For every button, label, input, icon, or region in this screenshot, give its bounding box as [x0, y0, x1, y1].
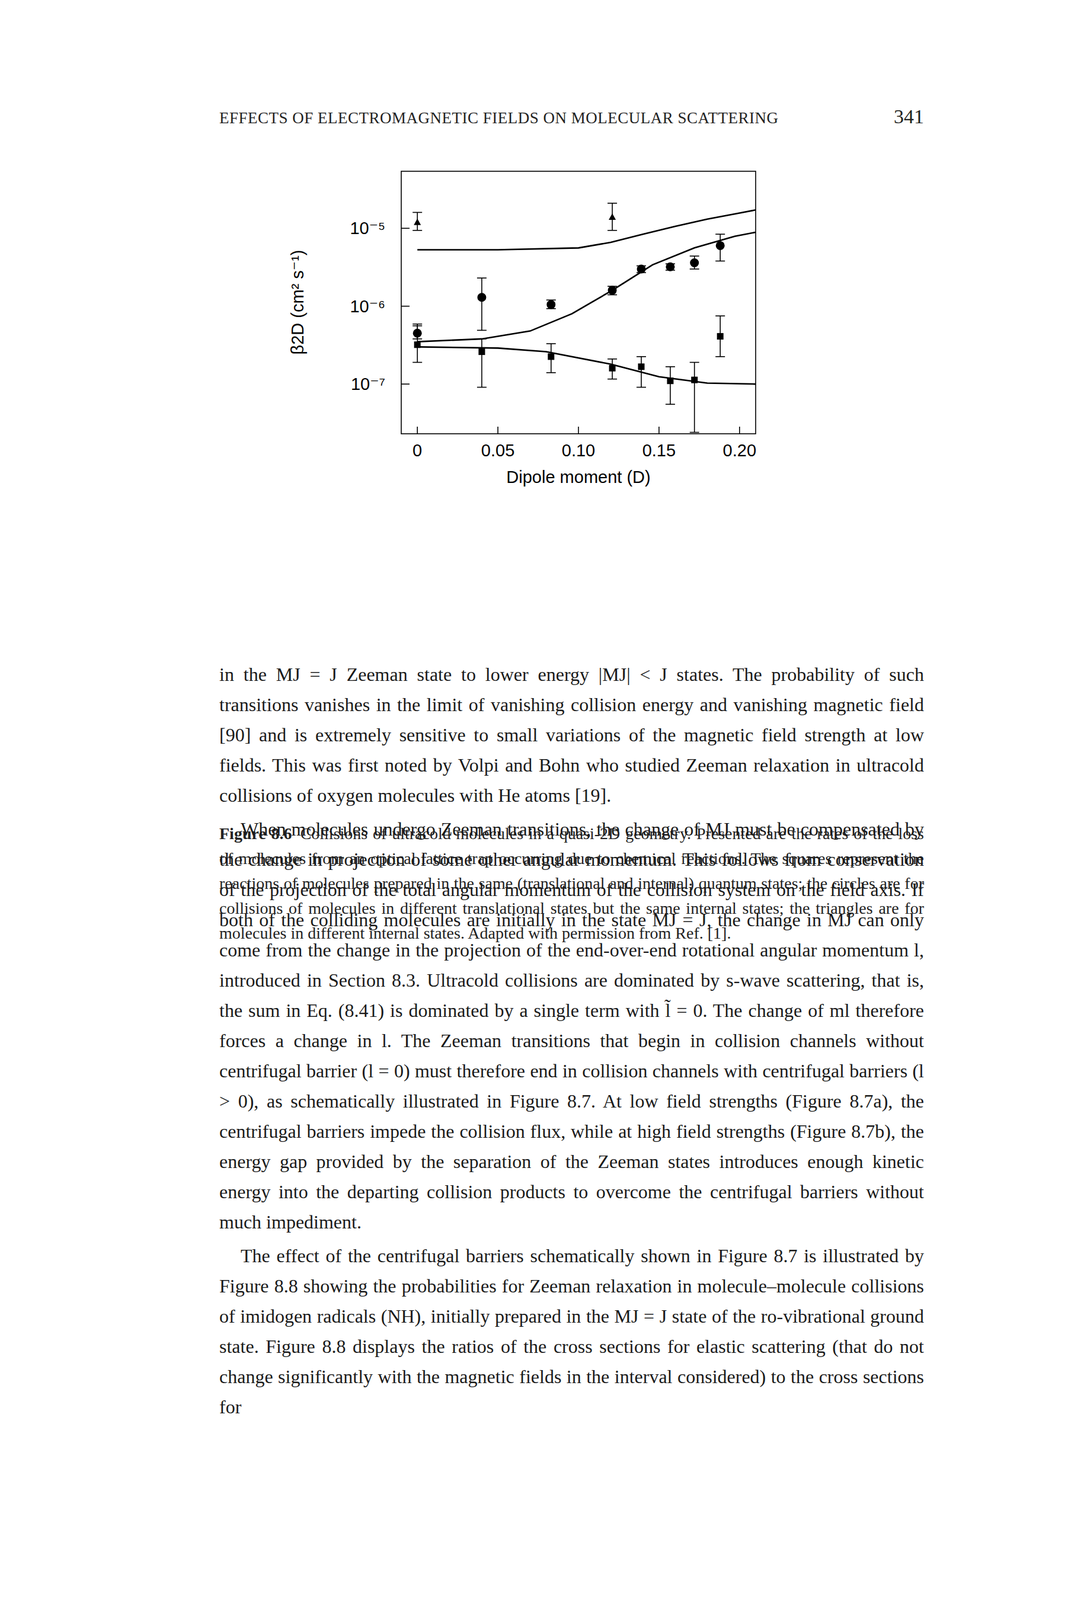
circle-point: [546, 299, 556, 309]
error-bar: [546, 343, 556, 373]
x-tick: [577, 426, 580, 434]
page: EFFECTS OF ELECTROMAGNETIC FIELDS ON MOL…: [0, 0, 1068, 1600]
error-bar: [412, 324, 422, 363]
x-axis-label: Dipole moment (D): [506, 467, 651, 487]
error-cap: [477, 387, 487, 389]
theory-curve: [417, 209, 756, 250]
error-bar: [412, 325, 422, 340]
error-cap: [546, 372, 556, 374]
y-tick: [401, 383, 410, 385]
body-text: in the MJ = J Zeeman state to lower ener…: [219, 659, 924, 1426]
page-number: 341: [893, 105, 924, 129]
y-tick-label: 10⁻⁷: [350, 374, 386, 394]
square-point: [478, 348, 485, 356]
circle-point: [477, 292, 486, 302]
error-cap: [689, 362, 700, 364]
error-cap: [412, 323, 422, 325]
error-bar: [477, 277, 487, 331]
error-cap: [665, 366, 676, 368]
error-cap: [477, 330, 487, 332]
error-cap: [412, 212, 422, 214]
error-cap: [607, 202, 617, 204]
figure: 0 0.05 0.10 0.15 0.20 10⁻⁷ 10⁻⁶ 10⁻⁵ Dipole mome…: [0, 0, 1068, 534]
error-stem: [694, 362, 696, 433]
error-cap: [412, 362, 422, 364]
error-bar: [607, 359, 617, 380]
plot-frame: [401, 171, 756, 434]
circle-point: [665, 262, 675, 272]
error-cap: [412, 229, 422, 232]
error-cap: [607, 358, 617, 360]
error-stem: [481, 339, 483, 388]
error-cap: [546, 343, 556, 345]
plot-marks: [412, 203, 756, 433]
error-cap: [715, 233, 725, 235]
error-bar: [546, 299, 556, 309]
square-point: [717, 333, 724, 340]
error-bar: [607, 203, 617, 231]
triangle-point: [608, 213, 616, 220]
y-axis-label: β2D (cm² s⁻¹): [288, 250, 308, 356]
y-tick-label: 10⁻⁶: [349, 296, 386, 316]
error-cap: [665, 403, 676, 405]
error-bar: [715, 315, 725, 357]
error-cap: [477, 277, 487, 279]
x-tick: [658, 426, 660, 434]
error-stem: [669, 366, 671, 405]
circle-point: [715, 241, 725, 251]
x-tick-label: 0: [412, 440, 422, 460]
paragraph: in the MJ = J Zeeman state to lower ener…: [219, 659, 924, 811]
x-tick-label: 0.20: [723, 440, 757, 460]
square-point: [547, 353, 555, 360]
error-cap: [607, 378, 617, 380]
error-cap: [689, 432, 700, 434]
error-cap: [636, 356, 647, 358]
error-bar: [665, 366, 676, 405]
circle-point: [413, 328, 422, 338]
square-point: [638, 363, 645, 370]
error-cap: [715, 315, 725, 317]
circle-point: [689, 258, 699, 268]
error-cap: [412, 325, 422, 327]
error-bar: [412, 212, 422, 230]
paragraph: When molecules undergo Zeeman transition…: [219, 814, 924, 1238]
y-tick: [401, 305, 410, 308]
error-stem: [481, 277, 483, 331]
error-bar: [715, 234, 725, 261]
error-bar: [689, 362, 700, 433]
error-cap: [607, 229, 617, 232]
x-tick: [416, 426, 418, 434]
error-cap: [715, 356, 725, 358]
x-tick: [739, 426, 741, 434]
error-bar: [477, 339, 487, 388]
x-tick-label: 0.05: [481, 440, 515, 460]
error-cap: [715, 260, 725, 262]
error-bar: [689, 256, 700, 270]
theory-curve: [417, 346, 756, 385]
triangle-point: [413, 218, 421, 226]
x-tick-label: 0.15: [642, 440, 676, 460]
error-cap: [689, 255, 700, 257]
x-tick-label: 0.10: [561, 440, 596, 460]
y-tick-label: 10⁻⁵: [349, 218, 386, 238]
x-tick: [497, 426, 499, 434]
error-cap: [412, 338, 422, 340]
error-cap: [636, 387, 647, 389]
error-cap: [689, 268, 700, 270]
theory-curve: [417, 232, 756, 342]
y-tick: [401, 227, 410, 229]
paragraph: The effect of the centrifugal barriers s…: [219, 1241, 924, 1423]
running-head: EFFECTS OF ELECTROMAGNETIC FIELDS ON MOL…: [219, 109, 779, 128]
